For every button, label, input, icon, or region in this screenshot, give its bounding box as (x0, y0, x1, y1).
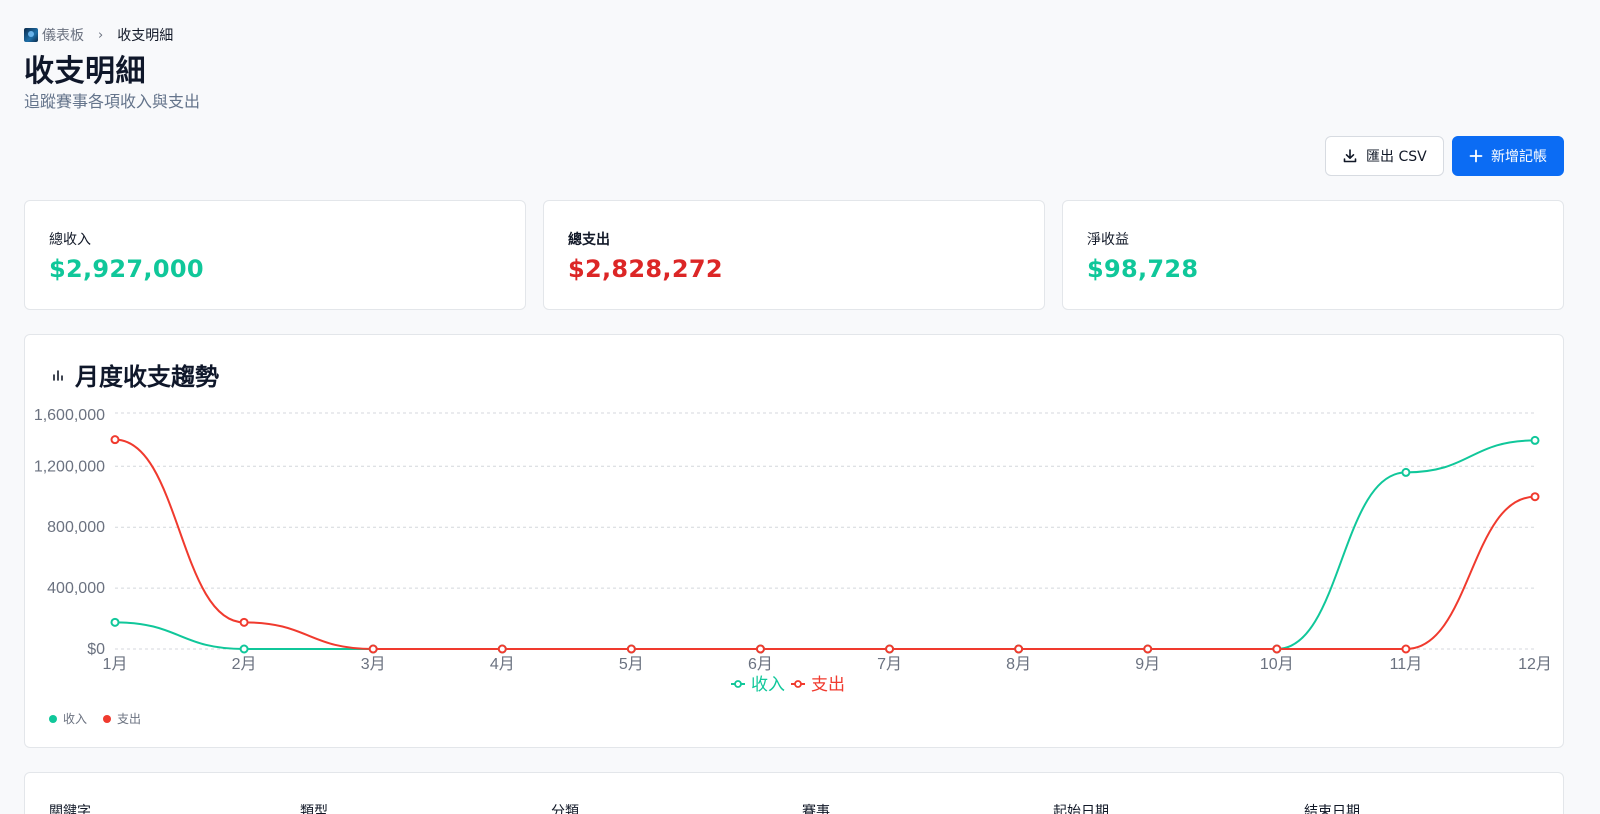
x-tick-label: 5月 (619, 656, 644, 673)
legend-marker (734, 680, 742, 688)
legend-label: 收入 (751, 675, 785, 694)
stat-value: $98,728 (1087, 255, 1199, 283)
legend-marker (794, 680, 802, 688)
plus-icon (1469, 149, 1483, 163)
data-point-expense (1014, 644, 1024, 654)
filter-keyword-label: 關鍵字 (49, 804, 91, 814)
x-tick-label: 4月 (490, 656, 515, 673)
monthly-trend-card: $0 400,000 800,000 1,200,000 1,600,000 1月 2月 3月… (24, 334, 1564, 748)
legend-label: 支出 (117, 712, 142, 726)
data-point-expense (497, 644, 507, 654)
x-tick-label: 7月 (877, 656, 902, 673)
data-point-expense (626, 644, 636, 654)
legend-expense[interactable]: 支出 (103, 710, 141, 727)
data-point-income (110, 617, 120, 627)
stat-label: 總支出 (568, 232, 610, 248)
series-line-income (114, 439, 1536, 650)
filter-type-label: 類型 (300, 804, 328, 814)
data-point-expense (1272, 644, 1282, 654)
export-csv-button[interactable]: 匯出 CSV (1325, 136, 1444, 176)
stat-label: 總收入 (49, 232, 91, 248)
stat-value: $2,828,272 (568, 255, 723, 283)
data-point-expense (1530, 492, 1540, 502)
chart-title: 月度收支趨勢 (75, 363, 219, 391)
x-tick-label: 11月 (1390, 656, 1423, 673)
legend-label: 收入 (63, 712, 88, 726)
data-point-expense (885, 644, 895, 654)
x-tick-label: 9月 (1135, 656, 1160, 673)
x-tick-label: 2月 (232, 656, 257, 673)
chevron-right-icon: › (98, 27, 104, 43)
download-icon (1343, 149, 1357, 163)
page-subtitle: 追蹤賽事各項收入與支出 (24, 92, 201, 111)
app-logo-icon (24, 28, 38, 42)
series-line-expense (114, 438, 1536, 650)
x-tick-label: 3月 (361, 656, 386, 673)
data-point-expense (239, 617, 249, 627)
total-expense-card: 總支出 $2,828,272 (543, 200, 1045, 310)
x-tick-label: 8月 (1006, 656, 1031, 673)
data-point-expense (110, 435, 120, 445)
add-record-button[interactable]: 新增記帳 (1452, 136, 1564, 176)
export-csv-label: 匯出 CSV (1366, 149, 1427, 165)
data-point-expense (368, 644, 378, 654)
data-point-expense (755, 644, 765, 654)
legend-label: 支出 (811, 675, 845, 694)
chart-legend-secondary: 收入 支出 (49, 710, 141, 727)
legend-income[interactable]: 收入 (49, 710, 87, 727)
chart-header: 月度收支趨勢 (51, 357, 219, 392)
stat-label: 淨收益 (1087, 232, 1129, 248)
legend-dot (103, 714, 112, 723)
filter-end-date-label: 結束日期 (1304, 804, 1360, 814)
filter-card: 關鍵字 類型 分類 賽事 起始日期 結束日期 (24, 772, 1564, 814)
x-tick-label: 1月 (103, 656, 128, 673)
monthly-trend-chart: $0 400,000 800,000 1,200,000 1,600,000 1月 2月 3月… (34, 407, 1552, 694)
breadcrumb-dashboard-link[interactable]: 儀表板 (42, 28, 84, 44)
data-point-income (1530, 435, 1540, 445)
y-tick-label: 1,600,000 (34, 407, 105, 424)
y-tick-label: $0 (87, 641, 105, 658)
x-tick-label: 6月 (748, 656, 773, 673)
y-tick-label: 800,000 (47, 519, 105, 536)
x-tick-label: 10月 (1260, 656, 1294, 673)
stat-value: $2,927,000 (49, 255, 204, 283)
filter-category-label: 分類 (551, 804, 579, 814)
y-tick-label: 1,200,000 (34, 458, 105, 475)
data-point-expense (1401, 644, 1411, 654)
filter-labels: 關鍵字 類型 分類 賽事 起始日期 結束日期 (49, 801, 1555, 814)
breadcrumb: 儀表板 › 收支明細 (24, 25, 173, 45)
total-income-card: 總收入 $2,927,000 (24, 200, 526, 310)
filter-event-label: 賽事 (802, 804, 830, 814)
x-tick-label: 12月 (1518, 656, 1552, 673)
page-title: 收支明細 (24, 54, 146, 89)
data-point-expense (1143, 644, 1153, 654)
bar-chart-icon (53, 369, 63, 381)
data-point-income (239, 644, 249, 654)
y-tick-label: 400,000 (47, 580, 105, 597)
breadcrumb-current: 收支明細 (117, 28, 174, 44)
net-profit-card: 淨收益 $98,728 (1062, 200, 1564, 310)
data-point-income (1401, 467, 1411, 477)
legend-dot (49, 714, 57, 723)
add-record-label: 新增記帳 (1491, 149, 1547, 165)
filter-start-date-label: 起始日期 (1053, 804, 1109, 814)
